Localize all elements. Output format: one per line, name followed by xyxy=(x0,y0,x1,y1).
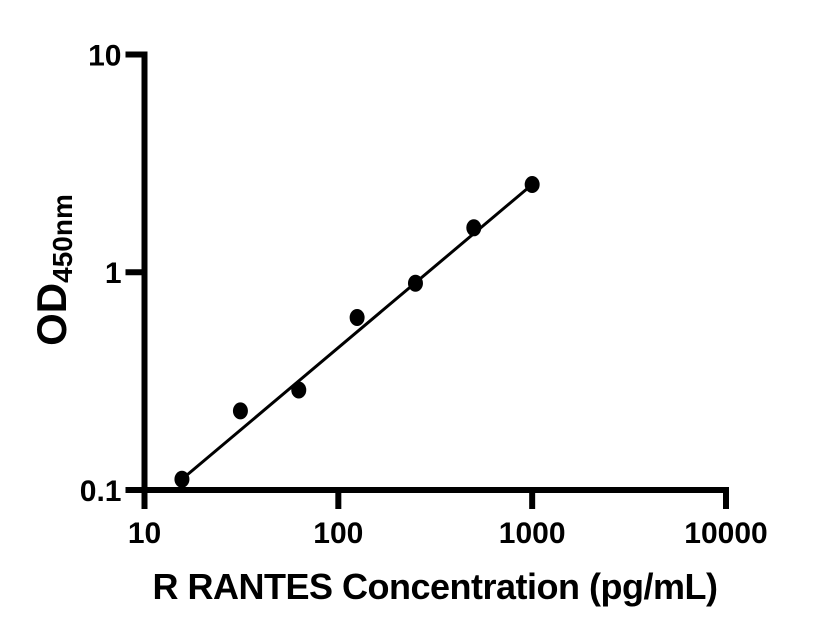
y-tick-label: 0.1 xyxy=(80,475,122,508)
tick-labels: 0.1 1 10 10 100 1000 10000 xyxy=(80,39,768,550)
y-tick-label: 1 xyxy=(105,257,122,290)
data-point xyxy=(232,402,248,420)
y-axis-title: OD450nm xyxy=(28,194,78,346)
y-axis-title-main: OD xyxy=(28,282,75,346)
x-tick-label: 10000 xyxy=(684,517,767,550)
data-point xyxy=(466,219,482,237)
x-tick-label: 1000 xyxy=(499,517,566,550)
x-tick-label: 10 xyxy=(128,517,161,550)
data-series xyxy=(174,175,540,488)
data-point xyxy=(349,308,365,326)
data-point xyxy=(291,381,307,399)
data-point xyxy=(407,274,423,292)
axes xyxy=(125,51,729,509)
x-axis-title: R RANTES Concentration (pg/mL) xyxy=(152,566,718,607)
y-tick-label: 10 xyxy=(88,39,121,72)
data-point xyxy=(524,175,540,193)
y-axis-title-subscript: 450nm xyxy=(47,194,78,283)
data-point xyxy=(174,470,190,488)
x-tick-label: 100 xyxy=(313,517,363,550)
